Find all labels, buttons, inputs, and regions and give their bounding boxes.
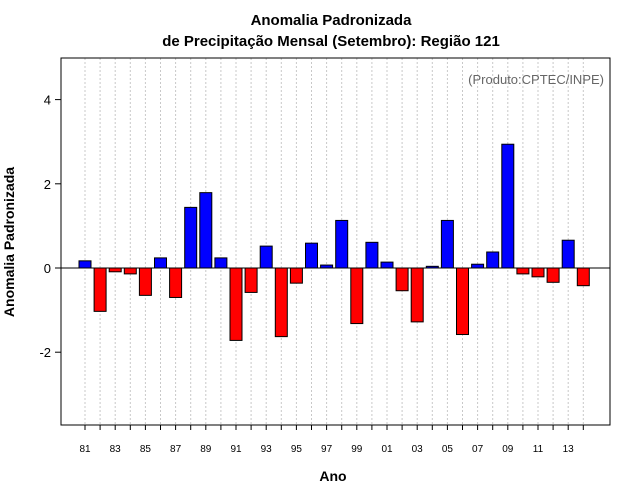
bar-84 (123, 267, 137, 275)
chart-title-line2: de Precipitação Mensal (Setembro): Regiã… (162, 33, 500, 50)
bar-93 (259, 245, 273, 269)
x-tick-label: 93 (261, 444, 273, 455)
x-tick-label: 89 (200, 444, 212, 455)
x-tick-label: 95 (291, 444, 303, 455)
bar-08 (486, 251, 500, 269)
x-tick-label: 91 (230, 444, 242, 455)
bar-00 (365, 241, 379, 269)
x-tick-label: 05 (442, 444, 454, 455)
bar-94 (274, 267, 288, 338)
bar-86 (154, 257, 167, 269)
x-tick-label: 03 (412, 444, 424, 455)
bar-12 (546, 267, 560, 283)
bar-05 (440, 219, 454, 269)
y-tick-label: -2 (39, 345, 51, 360)
bar-96 (305, 242, 318, 269)
bar-03 (410, 267, 424, 323)
x-tick-label: 97 (321, 444, 333, 455)
x-tick-label: 81 (79, 444, 91, 455)
bar-98 (335, 219, 349, 269)
bar-92 (244, 267, 258, 293)
bar-82 (93, 267, 107, 312)
y-tick-label: 4 (44, 93, 51, 108)
bar-07 (471, 263, 485, 269)
plot-frame (60, 57, 611, 426)
bar-85 (138, 267, 152, 296)
y-tick-label: 0 (44, 261, 51, 276)
bar-11 (531, 267, 545, 278)
bar-09 (501, 143, 515, 269)
bars (78, 143, 590, 341)
x-tick-label: 13 (563, 444, 575, 455)
bar-99 (350, 267, 364, 325)
y-axis: -2 0 2 4 (39, 93, 61, 360)
x-tick-label: 01 (381, 444, 393, 455)
bar-91 (229, 267, 243, 341)
x-tick-label: 99 (351, 444, 363, 455)
bar-81 (78, 260, 92, 269)
x-tick-label: 83 (110, 444, 122, 455)
x-tick-label: 87 (170, 444, 182, 455)
bar-89 (199, 192, 213, 269)
y-tick-label: 2 (44, 177, 51, 192)
bar-90 (214, 257, 228, 269)
y-axis-label: Anomalia Padronizada (1, 167, 17, 317)
bar-14 (576, 267, 590, 287)
x-tick-label: 07 (472, 444, 484, 455)
bar-88 (184, 206, 198, 269)
x-axis: 81 83 85 87 89 91 93 95 97 99 01 03 05 07 09 11 13 (79, 425, 584, 455)
grid-lines (84, 58, 584, 425)
bar-06 (456, 267, 469, 336)
chart-title-line1: Anomalia Padronizada (251, 12, 413, 29)
bar-02 (395, 267, 409, 292)
bar-95 (289, 267, 303, 284)
bar-13 (561, 239, 575, 269)
bar-10 (516, 267, 530, 275)
annotation-text: (Produto:CPTEC/INPE) (468, 72, 604, 87)
x-tick-label: 11 (533, 444, 544, 455)
x-tick-label: 85 (140, 444, 152, 455)
x-axis-label: Ano (319, 468, 346, 484)
x-tick-label: 09 (502, 444, 514, 455)
bar-87 (169, 267, 183, 298)
bar-01 (380, 261, 394, 269)
bar-83 (108, 267, 122, 273)
